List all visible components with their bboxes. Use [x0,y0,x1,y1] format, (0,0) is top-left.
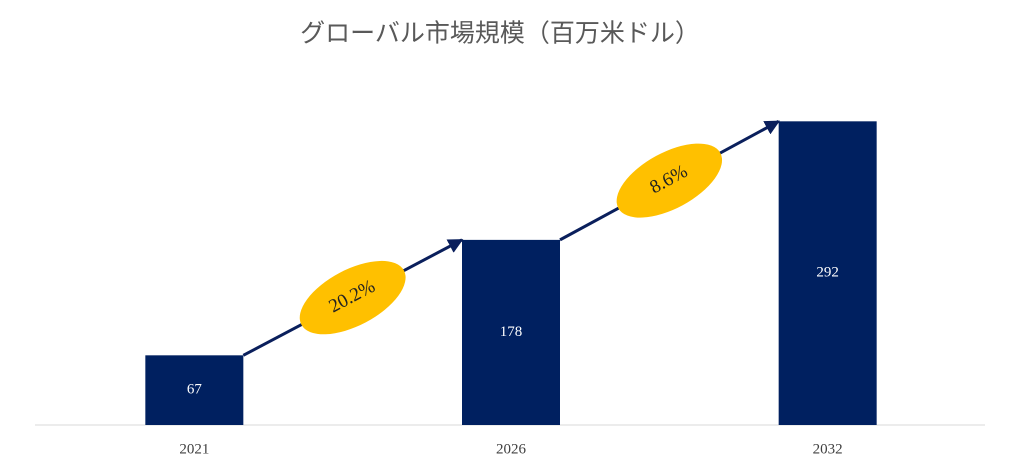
x-tick-label: 2026 [496,441,527,457]
growth-badge [299,260,406,335]
chart-title: グローバル市場規模（百万米ドル） [300,20,700,48]
growth-badge [616,143,723,218]
bar [145,355,244,425]
bar [778,121,877,425]
bar [462,239,560,425]
x-tick-label: 2021 [179,441,209,457]
x-tick-label: 2032 [813,441,843,457]
value-label: 67 [187,382,203,398]
value-label: 178 [500,324,523,340]
value-label: 292 [816,265,839,281]
